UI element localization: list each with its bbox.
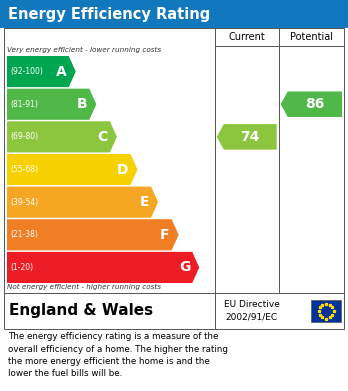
Polygon shape bbox=[7, 252, 199, 283]
Text: E: E bbox=[140, 195, 149, 209]
Text: (81-91): (81-91) bbox=[10, 100, 38, 109]
Text: B: B bbox=[77, 97, 87, 111]
Polygon shape bbox=[7, 219, 179, 250]
Polygon shape bbox=[7, 56, 76, 87]
Text: 74: 74 bbox=[240, 130, 260, 144]
Text: Very energy efficient - lower running costs: Very energy efficient - lower running co… bbox=[7, 47, 161, 53]
Text: The energy efficiency rating is a measure of the
overall efficiency of a home. T: The energy efficiency rating is a measur… bbox=[8, 332, 228, 378]
Text: Current: Current bbox=[228, 32, 265, 42]
Text: F: F bbox=[160, 228, 169, 242]
Text: (39-54): (39-54) bbox=[10, 197, 38, 206]
Bar bbox=[4, 28, 344, 293]
Text: A: A bbox=[56, 65, 67, 79]
Polygon shape bbox=[7, 89, 96, 120]
Text: G: G bbox=[179, 260, 190, 274]
Text: Not energy efficient - higher running costs: Not energy efficient - higher running co… bbox=[7, 284, 161, 290]
Text: (92-100): (92-100) bbox=[10, 67, 43, 76]
Polygon shape bbox=[7, 187, 158, 218]
Text: Potential: Potential bbox=[290, 32, 333, 42]
Text: C: C bbox=[98, 130, 108, 144]
Text: (1-20): (1-20) bbox=[10, 263, 33, 272]
Polygon shape bbox=[281, 91, 342, 117]
Text: D: D bbox=[117, 163, 128, 176]
Text: (55-68): (55-68) bbox=[10, 165, 38, 174]
Bar bbox=[0, 0, 348, 28]
Text: (21-38): (21-38) bbox=[10, 230, 38, 239]
Text: England & Wales: England & Wales bbox=[9, 303, 153, 319]
Text: 86: 86 bbox=[305, 97, 325, 111]
Polygon shape bbox=[217, 124, 277, 150]
Text: (69-80): (69-80) bbox=[10, 133, 38, 142]
Polygon shape bbox=[7, 154, 137, 185]
Bar bbox=[311, 300, 341, 322]
Polygon shape bbox=[7, 121, 117, 152]
Bar bbox=[4, 293, 344, 329]
Text: EU Directive
2002/91/EC: EU Directive 2002/91/EC bbox=[224, 300, 280, 322]
Text: Energy Efficiency Rating: Energy Efficiency Rating bbox=[8, 7, 210, 22]
